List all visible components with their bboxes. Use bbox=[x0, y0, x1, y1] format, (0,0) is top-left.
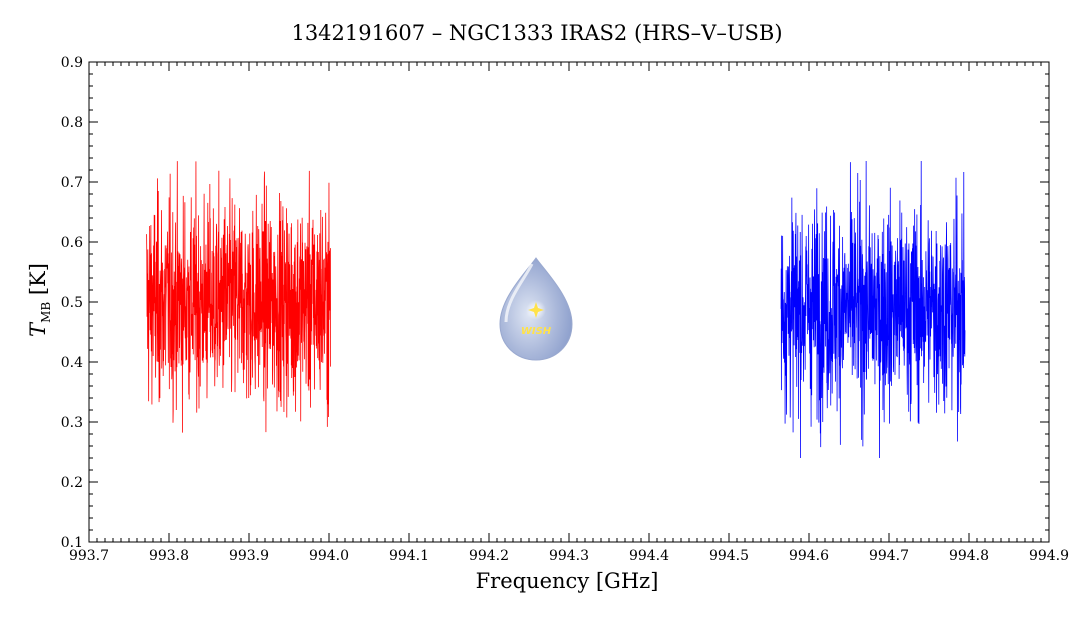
x-tick-label: 994.4 bbox=[629, 548, 669, 564]
svg-text:TMB [K]: TMB [K] bbox=[26, 263, 53, 337]
x-tick-label: 994.0 bbox=[309, 548, 349, 564]
plot-area: 993.7 993.8 993.9 994.0 994.1 994.2 994.3 994.4… bbox=[61, 55, 1069, 564]
star-icon bbox=[528, 302, 544, 318]
x-tick-label: 994.2 bbox=[469, 548, 509, 564]
x-tick-label: 994.7 bbox=[869, 548, 909, 564]
y-axis-label-unit: [K] bbox=[26, 263, 50, 295]
y-tick-label: 0.1 bbox=[61, 535, 83, 551]
x-axis-label: Frequency [GHz] bbox=[476, 569, 659, 593]
y-tick-label: 0.5 bbox=[61, 295, 83, 311]
spectrum-series-0 bbox=[146, 161, 331, 433]
x-tick-label: 994.1 bbox=[389, 548, 429, 564]
y-axis-label: TMB [K] bbox=[26, 263, 53, 337]
x-tick-label: 994.5 bbox=[709, 548, 749, 564]
x-tick-label: 994.3 bbox=[549, 548, 589, 564]
y-tick-label: 0.9 bbox=[61, 55, 83, 71]
x-tick-label: 993.7 bbox=[69, 548, 109, 564]
y-axis-label-sub: MB bbox=[39, 302, 53, 323]
spectrum-series-1 bbox=[780, 160, 966, 459]
y-tick-label: 0.6 bbox=[61, 235, 83, 251]
chart-title: 1342191607 – NGC1333 IRAS2 (HRS–V–USB) bbox=[291, 21, 782, 45]
x-tick-label: 993.8 bbox=[149, 548, 189, 564]
y-tick-label: 0.4 bbox=[61, 355, 83, 371]
y-tick-label: 0.2 bbox=[61, 475, 83, 491]
x-tick-label: 994.8 bbox=[949, 548, 989, 564]
logo-text: WISH bbox=[521, 326, 552, 337]
y-tick-label: 0.3 bbox=[61, 415, 83, 431]
y-axis-label-main: T bbox=[26, 321, 50, 337]
y-tick-label: 0.8 bbox=[61, 115, 83, 131]
x-tick-label: 994.9 bbox=[1029, 548, 1069, 564]
x-tick-label: 993.9 bbox=[229, 548, 269, 564]
y-tick-label: 0.7 bbox=[61, 175, 83, 191]
x-tick-label: 994.6 bbox=[789, 548, 829, 564]
wish-logo: WISH bbox=[499, 257, 573, 361]
